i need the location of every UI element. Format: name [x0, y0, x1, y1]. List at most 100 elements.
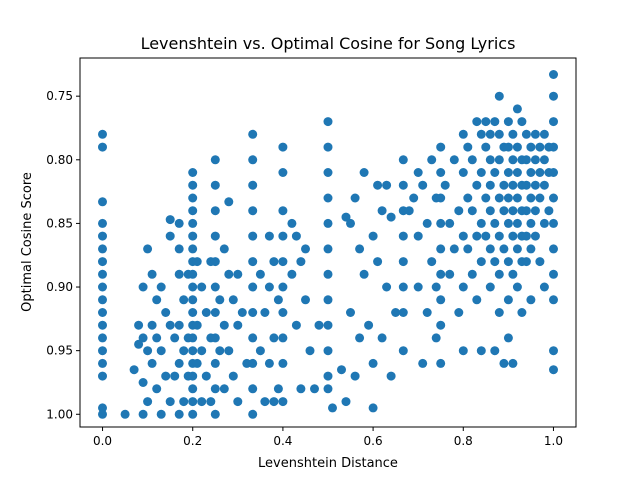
data-point	[499, 180, 509, 190]
data-point	[248, 333, 258, 343]
data-point	[404, 206, 414, 216]
data-point	[436, 218, 446, 228]
data-point	[188, 269, 198, 279]
data-point	[305, 346, 315, 356]
data-point	[526, 244, 536, 254]
data-point	[255, 346, 265, 356]
data-point	[521, 257, 531, 267]
data-point	[413, 168, 423, 177]
data-point	[188, 295, 198, 305]
data-point	[323, 193, 333, 203]
data-point	[170, 333, 180, 343]
data-point	[535, 193, 545, 203]
data-point	[368, 231, 378, 241]
data-point	[549, 218, 558, 228]
data-point	[512, 244, 522, 254]
data-point	[512, 193, 522, 203]
data-point	[481, 193, 491, 203]
data-point	[508, 358, 518, 368]
data-point	[549, 91, 558, 101]
data-point	[485, 282, 495, 292]
data-point	[512, 168, 522, 177]
data-point	[445, 218, 455, 228]
data-point	[287, 218, 297, 228]
data-point	[499, 244, 509, 254]
data-point	[201, 308, 211, 317]
data-point	[377, 333, 387, 343]
data-point	[278, 358, 288, 368]
data-point	[364, 320, 374, 330]
data-point	[503, 295, 513, 305]
data-point	[273, 384, 283, 394]
data-point	[530, 129, 540, 139]
data-point	[494, 91, 504, 101]
data-point	[147, 320, 157, 330]
x-axis-label: Levenshtein Distance	[258, 456, 398, 471]
data-point	[494, 155, 504, 165]
data-point	[188, 371, 198, 381]
y-tick-label: 0.80	[46, 153, 73, 167]
x-tick-label: 1.0	[544, 434, 563, 448]
data-point	[188, 282, 198, 292]
data-point	[161, 308, 171, 317]
data-point	[539, 129, 549, 139]
data-point	[503, 333, 513, 343]
data-point	[418, 358, 428, 368]
data-point	[549, 168, 558, 177]
data-point	[179, 397, 189, 407]
x-axis: 0.0 0.2 0.4 0.6 0.8 1.0	[93, 427, 563, 448]
data-point	[278, 231, 288, 241]
data-point	[490, 257, 500, 267]
data-point	[323, 142, 333, 152]
data-point	[526, 218, 536, 228]
data-point	[503, 168, 513, 177]
data-point	[233, 269, 243, 279]
data-point	[296, 384, 306, 394]
data-point	[481, 231, 491, 241]
data-point	[476, 346, 486, 356]
data-point	[210, 282, 220, 292]
data-point	[269, 333, 279, 343]
data-point	[179, 346, 189, 356]
x-tick-label: 0.2	[183, 434, 202, 448]
data-point	[436, 142, 446, 152]
data-point	[382, 180, 392, 190]
data-point	[192, 320, 202, 330]
data-point	[201, 371, 211, 381]
data-point	[544, 206, 554, 216]
data-point	[431, 282, 441, 292]
data-point	[503, 142, 513, 152]
data-point	[549, 346, 558, 356]
data-point	[485, 155, 495, 165]
data-point	[436, 269, 446, 279]
data-point	[98, 333, 107, 343]
data-point	[373, 257, 383, 267]
data-point	[359, 168, 369, 177]
data-point	[535, 257, 545, 267]
data-point	[98, 257, 107, 267]
data-point	[476, 168, 486, 177]
data-point	[481, 117, 491, 127]
data-point	[549, 193, 558, 203]
data-point	[165, 215, 175, 225]
data-point	[138, 282, 148, 292]
data-point	[341, 212, 351, 222]
data-point	[138, 333, 148, 343]
data-point	[472, 231, 482, 241]
y-tick-label: 1.00	[46, 407, 73, 421]
chart-title: Levenshtein vs. Optimal Cosine for Song …	[141, 34, 516, 53]
y-tick-label: 0.75	[46, 89, 73, 103]
data-point	[490, 346, 500, 356]
data-point	[188, 244, 198, 254]
data-point	[350, 371, 360, 381]
data-point	[129, 365, 139, 375]
data-point	[98, 346, 107, 356]
data-point	[291, 231, 301, 241]
data-point	[310, 384, 319, 394]
data-point	[485, 129, 495, 139]
data-point	[165, 320, 175, 330]
data-point	[188, 308, 198, 317]
data-point	[98, 371, 107, 381]
data-point	[210, 333, 220, 343]
data-point	[156, 282, 166, 292]
